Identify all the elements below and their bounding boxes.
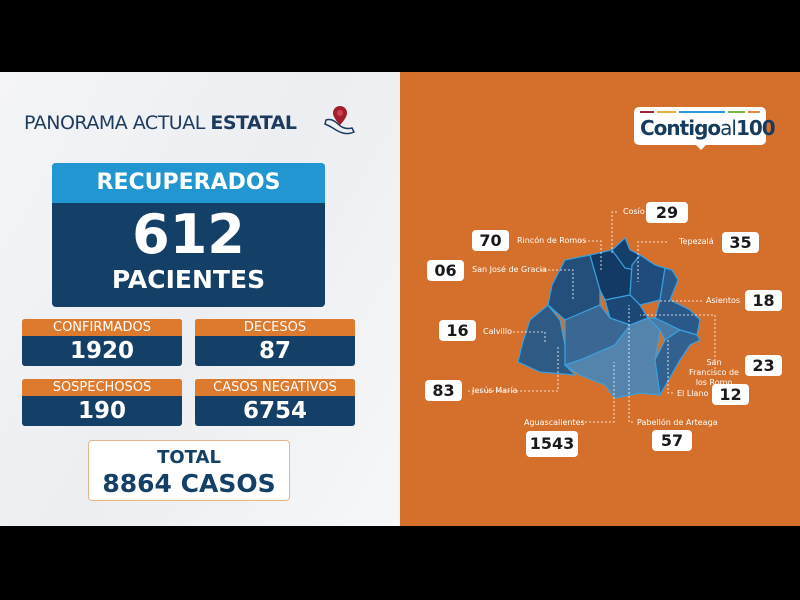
value-tepezala: 35	[722, 232, 759, 253]
stat-label: CASOS NEGATIVOS	[195, 379, 355, 396]
label-aguascalientes: Aguascalientes	[524, 418, 585, 427]
recuperados-unit: PACIENTES	[111, 265, 266, 294]
label-pabellon-de-arteaga: Pabellón de Arteaga	[637, 418, 718, 427]
stat-value: 1920	[69, 338, 134, 364]
label-rincon-de-romos: Rincón de Romos	[517, 236, 587, 245]
value-pabellon-de-arteaga: 57	[652, 430, 692, 451]
title-light: PANORAMA ACTUAL	[24, 112, 211, 134]
value-rincon-de-romos: 70	[472, 230, 509, 251]
map-region-calvillo	[517, 304, 577, 376]
total-value: 8864 CASOS	[102, 469, 276, 498]
logo-color-bars	[640, 111, 760, 113]
label-asientos: Asientos	[706, 296, 741, 305]
value-aguascalientes: 1543	[526, 431, 578, 457]
stat-value: 6754	[242, 398, 307, 424]
total-card: TOTAL 8864 CASOS	[88, 440, 290, 501]
recuperados-value: 612	[132, 203, 245, 266]
value-san-francisco-de-los-romo: 23	[745, 355, 782, 376]
stat-label: DECESOS	[195, 319, 355, 336]
label-calvillo: Calvillo	[483, 327, 513, 336]
casos-negativos-card: CASOS NEGATIVOS 6754	[195, 379, 355, 426]
value-calvillo: 16	[439, 320, 476, 341]
map-region-asientos	[654, 267, 701, 336]
value-san-jose-de-gracia: 06	[427, 260, 464, 281]
value-jesus-maria: 83	[425, 380, 462, 401]
map-region-san-jose-de-gracia	[547, 254, 601, 321]
confirmados-card: CONFIRMADOS 1920	[22, 319, 182, 366]
label-san-francisco-de-los-romo: San Francisco de los Romo	[689, 358, 739, 387]
stat-value: 87	[258, 338, 291, 364]
logo-text-num: 100	[735, 116, 776, 140]
stat-value: 190	[77, 398, 126, 424]
logo-text-al: al	[720, 116, 737, 140]
stat-label: CONFIRMADOS	[22, 319, 182, 336]
stat-label: SOSPECHOSOS	[22, 379, 182, 396]
label-el-llano: El Llano	[677, 389, 709, 398]
value-cosio: 29	[646, 202, 688, 223]
label-jesus-maria: Jesús María	[472, 386, 518, 395]
mexico-location-pin-icon	[324, 106, 356, 135]
total-label: TOTAL	[157, 447, 221, 468]
map-region-el-llano	[654, 329, 701, 397]
label-cosio: Cosío	[623, 207, 645, 216]
contigo-al-100-logo: Contigoal100	[634, 107, 776, 150]
recuperados-label: RECUPERADOS	[52, 163, 325, 203]
decesos-card: DECESOS 87	[195, 319, 355, 366]
title-bold: ESTATAL	[210, 112, 297, 134]
page-title: PANORAMA ACTUAL ESTATAL	[24, 112, 297, 134]
sospechosos-card: SOSPECHOSOS 190	[22, 379, 182, 426]
value-el-llano: 12	[712, 384, 749, 405]
recuperados-card: RECUPERADOS 612 PACIENTES	[52, 163, 325, 307]
map-region-tepezala	[629, 254, 666, 306]
label-tepezala: Tepezalá	[679, 237, 714, 246]
label-san-jose-de-gracia: San José de Gracia	[472, 265, 547, 274]
aguascalientes-map	[468, 211, 716, 423]
logo-text: Contigo	[640, 116, 721, 140]
value-asientos: 18	[745, 290, 782, 311]
map-leader-lines	[468, 211, 716, 423]
